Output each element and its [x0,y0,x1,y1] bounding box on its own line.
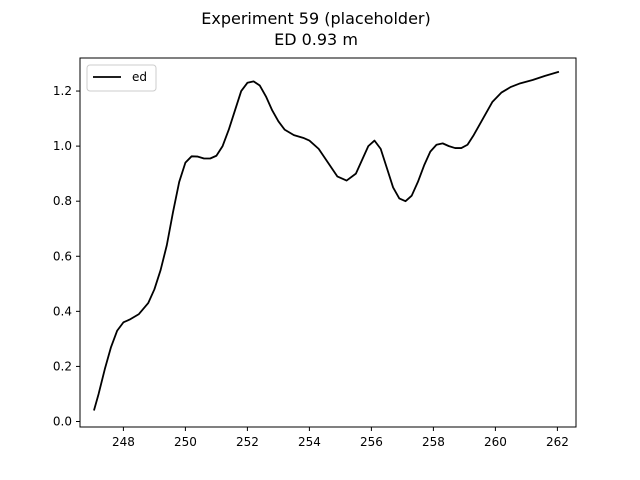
y-tick-label: 0.4 [53,304,72,318]
chart-subtitle: ED 0.93 m [274,30,358,49]
series-layer [93,70,560,411]
y-tick-label: 0.8 [53,194,72,208]
x-axis: 248 250 252 254 256 258 260 262 [112,427,569,449]
y-tick-label: 0.6 [53,249,72,263]
x-tick-label: 254 [298,435,321,449]
x-tick-label: 248 [112,435,135,449]
x-tick-label: 262 [546,435,569,449]
y-tick-label: 1.2 [53,84,72,98]
y-tick-label: 1.0 [53,139,72,153]
series-line-ed [93,70,560,411]
x-tick-label: 250 [174,435,197,449]
x-tick-label: 260 [484,435,507,449]
legend: ed [86,64,157,92]
legend-box [86,64,157,92]
x-tick-label: 258 [422,435,445,449]
x-tick-label: 256 [360,435,383,449]
x-tick-label: 252 [236,435,259,449]
y-axis: 0.0 0.2 0.4 0.6 0.8 1.0 1.2 [53,84,80,428]
plot-frame [79,57,577,428]
legend-label-ed: ed [132,70,147,84]
y-tick-label: 0.0 [53,414,72,428]
y-tick-label: 0.2 [53,359,72,373]
plot-area: 248 250 252 254 256 258 260 262 0.0 0.2 0.4 0.6 0.8… [53,57,577,449]
chart-title: Experiment 59 (placeholder) [201,9,430,28]
